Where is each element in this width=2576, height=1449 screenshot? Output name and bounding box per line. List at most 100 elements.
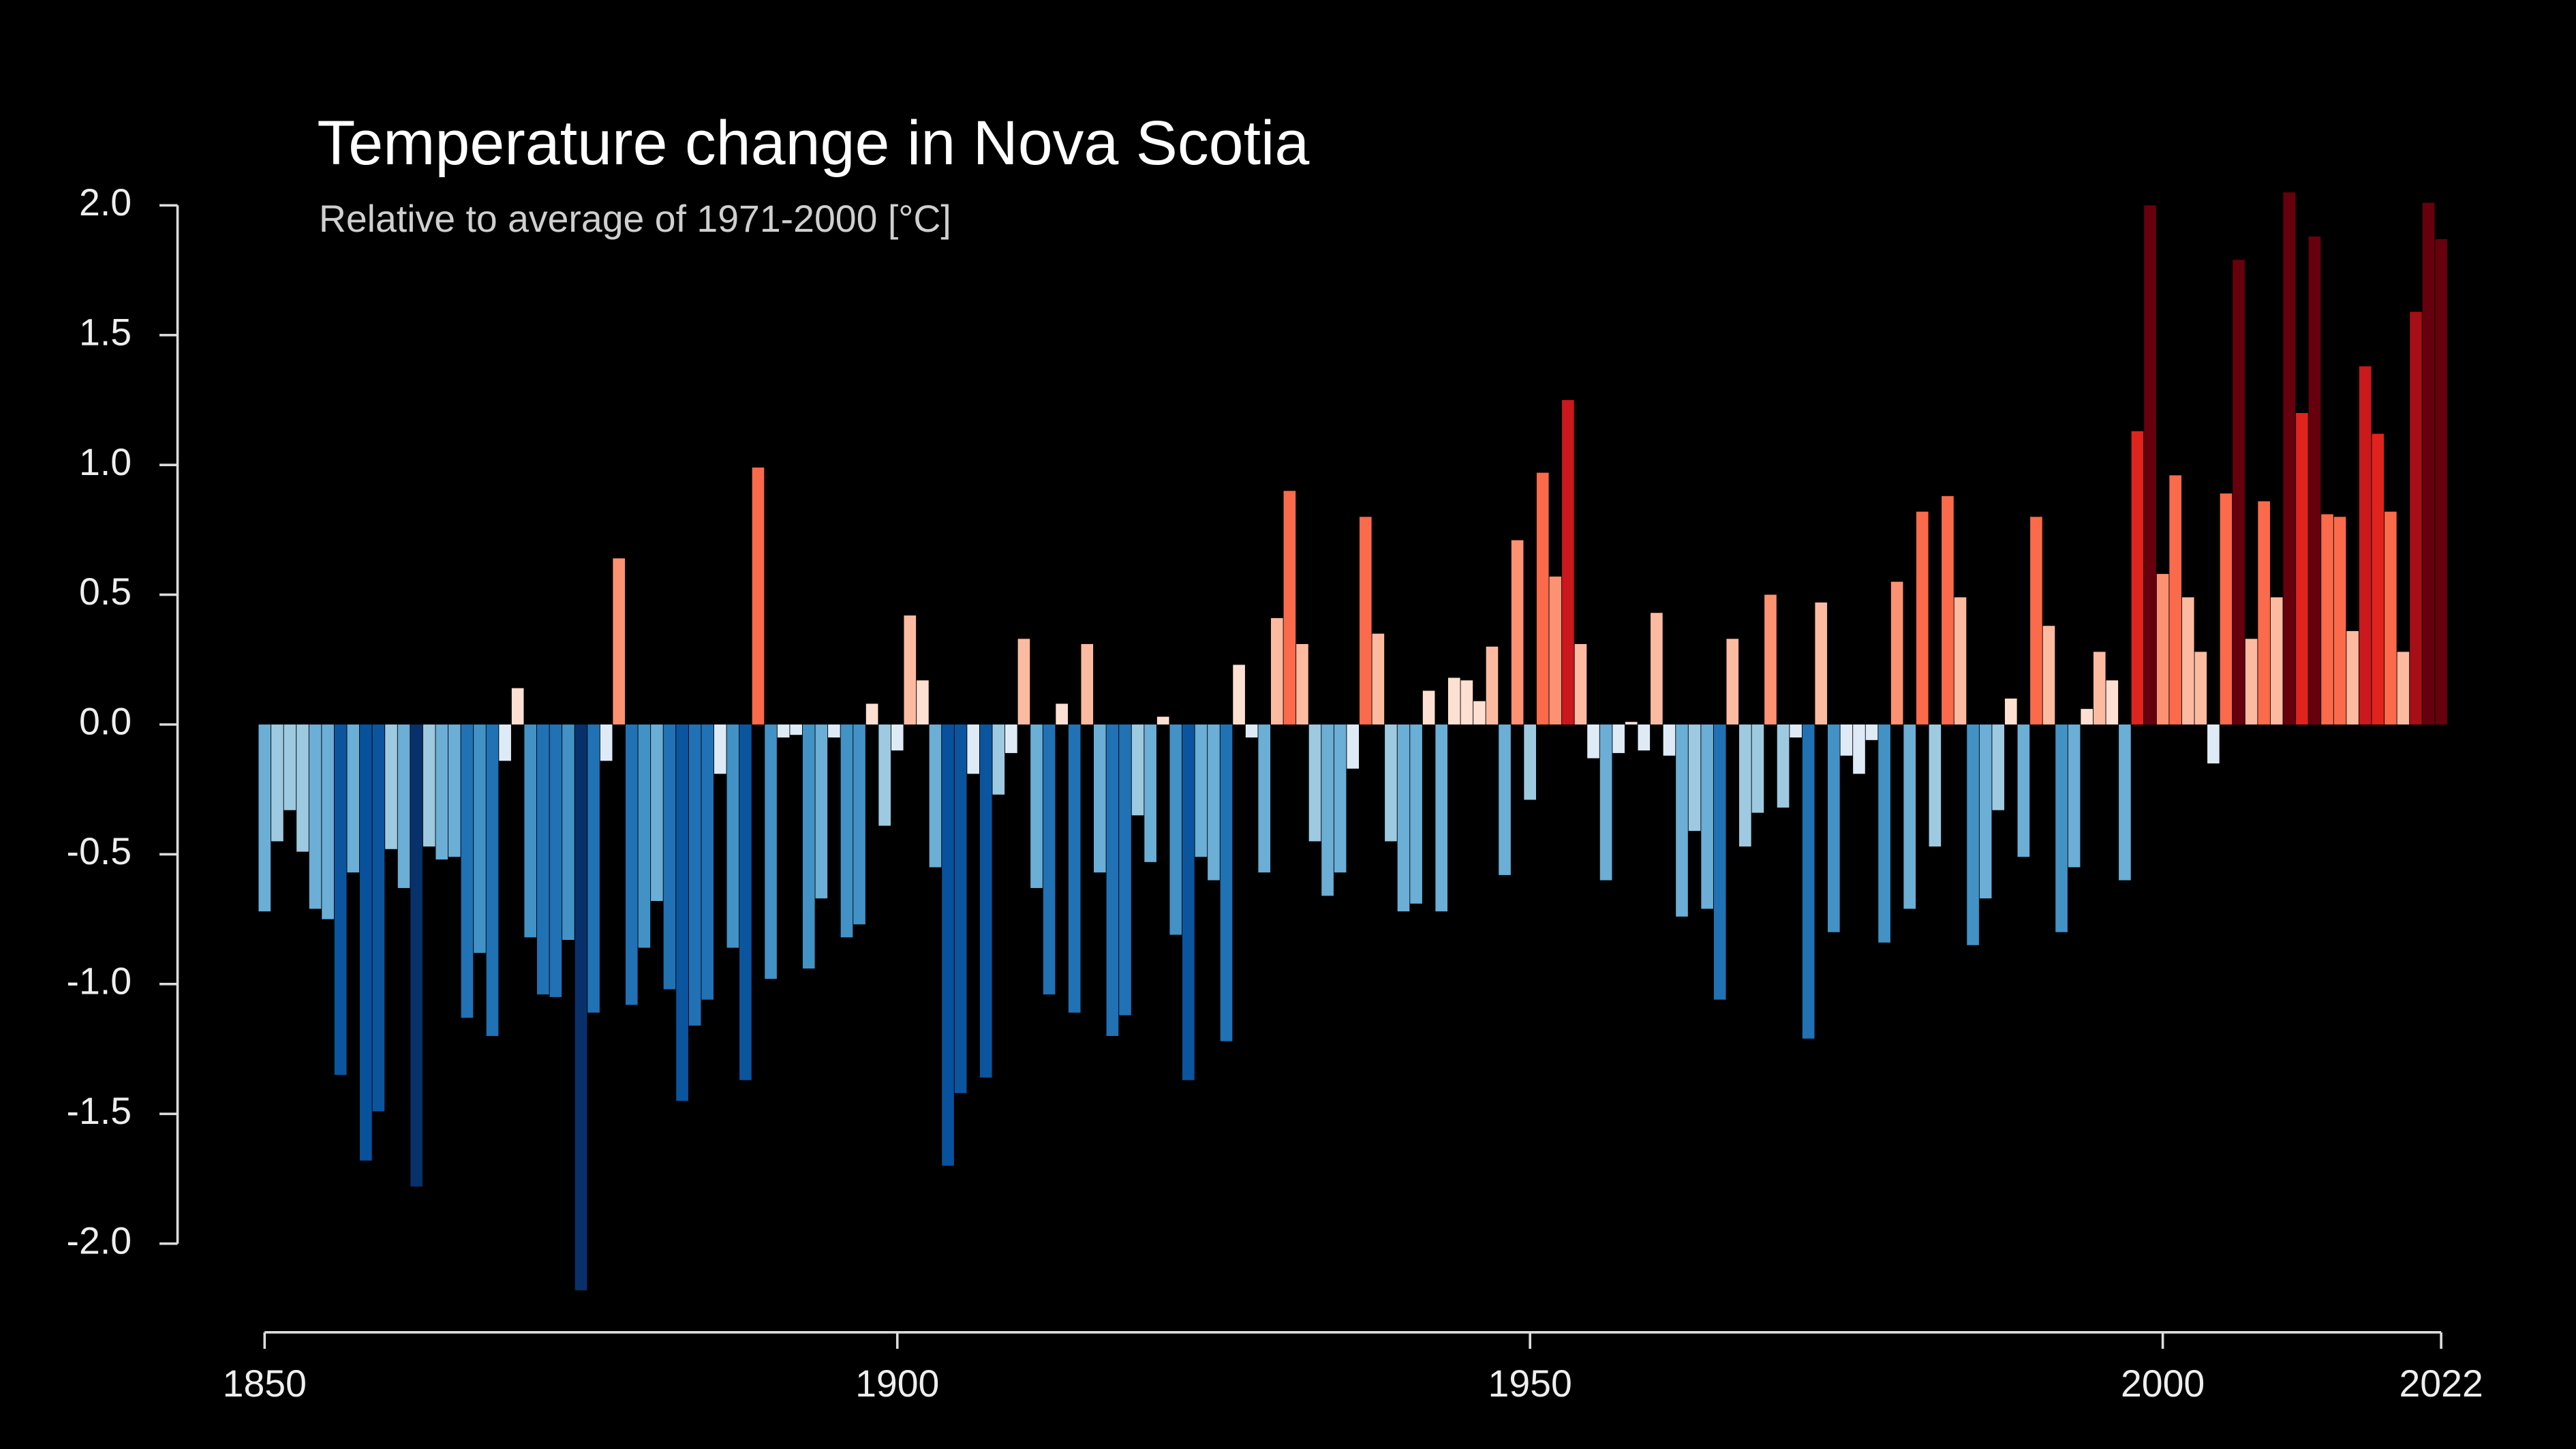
bar bbox=[2397, 652, 2410, 724]
bar bbox=[2181, 597, 2194, 724]
x-tick-label: 1900 bbox=[855, 1362, 939, 1405]
bar bbox=[625, 724, 638, 1005]
bar bbox=[2030, 517, 2042, 724]
bar bbox=[1435, 724, 1448, 912]
bar bbox=[1840, 724, 1853, 756]
bar bbox=[1828, 724, 1840, 932]
bar bbox=[1106, 724, 1119, 1037]
bar bbox=[891, 724, 904, 751]
bar bbox=[2106, 680, 2119, 724]
bar bbox=[1094, 724, 1106, 873]
bar bbox=[1967, 724, 1979, 945]
bar bbox=[1296, 643, 1308, 724]
bar bbox=[461, 724, 474, 1018]
bar bbox=[1853, 724, 1865, 774]
bar bbox=[423, 724, 435, 846]
bar bbox=[2169, 475, 2181, 724]
bar bbox=[1942, 495, 1954, 724]
bar bbox=[2017, 724, 2030, 857]
bar bbox=[1651, 613, 1663, 724]
bar bbox=[1030, 724, 1043, 888]
bar bbox=[1954, 597, 1967, 724]
bar bbox=[1536, 472, 1549, 724]
bar bbox=[1397, 724, 1410, 912]
bar bbox=[1359, 517, 1372, 724]
bar bbox=[283, 724, 296, 810]
bar bbox=[1056, 703, 1068, 724]
bar bbox=[942, 724, 954, 1166]
bar bbox=[1169, 724, 1182, 935]
bar bbox=[448, 724, 461, 857]
bar bbox=[2144, 205, 2156, 725]
bar bbox=[2359, 366, 2372, 724]
bar bbox=[815, 724, 828, 899]
bar bbox=[2435, 239, 2447, 724]
bar bbox=[1612, 724, 1625, 753]
bar bbox=[840, 724, 853, 938]
bar bbox=[2372, 433, 2385, 724]
bar bbox=[979, 724, 992, 1078]
chart-title: Temperature change in Nova Scotia bbox=[317, 108, 1309, 178]
bar bbox=[790, 724, 803, 735]
bar bbox=[499, 724, 511, 761]
bar bbox=[1802, 724, 1815, 1039]
bar bbox=[1081, 643, 1094, 724]
bar bbox=[474, 724, 486, 954]
bar bbox=[676, 724, 688, 1101]
bar bbox=[511, 688, 524, 724]
bar bbox=[2156, 574, 2169, 724]
bar bbox=[1321, 724, 1334, 896]
bar bbox=[1574, 643, 1587, 724]
bar bbox=[1195, 724, 1208, 857]
bar bbox=[1511, 540, 1524, 724]
bar bbox=[1499, 724, 1511, 875]
bar bbox=[1599, 724, 1612, 881]
bar bbox=[1473, 701, 1486, 724]
bar bbox=[1688, 724, 1701, 832]
bar bbox=[701, 724, 714, 1000]
bar bbox=[309, 724, 322, 909]
bar bbox=[802, 724, 815, 968]
bar bbox=[1790, 724, 1802, 738]
x-tick-label: 2022 bbox=[2399, 1362, 2483, 1405]
bar bbox=[2119, 724, 2131, 881]
bar bbox=[2207, 724, 2220, 764]
bar bbox=[271, 724, 283, 842]
bar bbox=[853, 724, 865, 925]
bar bbox=[2308, 237, 2321, 725]
bar bbox=[1460, 680, 1473, 724]
bar bbox=[1663, 724, 1676, 756]
y-tick-label: 2.0 bbox=[79, 181, 132, 224]
bar bbox=[1119, 724, 1131, 1016]
bar bbox=[714, 724, 726, 774]
bar bbox=[1156, 716, 1169, 724]
bar bbox=[536, 724, 549, 995]
bar bbox=[549, 724, 562, 997]
bar bbox=[2258, 501, 2270, 724]
bar bbox=[2081, 709, 2094, 724]
bar bbox=[1890, 581, 1903, 724]
bar bbox=[904, 615, 917, 724]
bar bbox=[385, 724, 397, 849]
bar bbox=[1410, 724, 1422, 904]
bar bbox=[410, 724, 423, 1187]
x-tick-label: 1950 bbox=[1488, 1362, 1572, 1405]
bar bbox=[1486, 646, 1499, 724]
bar bbox=[524, 724, 537, 938]
bar bbox=[296, 724, 309, 852]
bar bbox=[1979, 724, 1992, 899]
bar bbox=[1385, 724, 1397, 842]
bar bbox=[1283, 491, 1296, 724]
y-tick-label: -1.5 bbox=[67, 1090, 132, 1132]
bar bbox=[486, 724, 499, 1037]
bar bbox=[574, 724, 587, 1291]
bar bbox=[2422, 202, 2435, 724]
bar bbox=[929, 724, 942, 868]
bar bbox=[2068, 724, 2081, 868]
bar bbox=[1562, 399, 1574, 724]
bar bbox=[739, 724, 752, 1080]
bar bbox=[752, 467, 765, 724]
y-tick-label: -2.0 bbox=[67, 1219, 132, 1262]
bar bbox=[1726, 639, 1739, 724]
